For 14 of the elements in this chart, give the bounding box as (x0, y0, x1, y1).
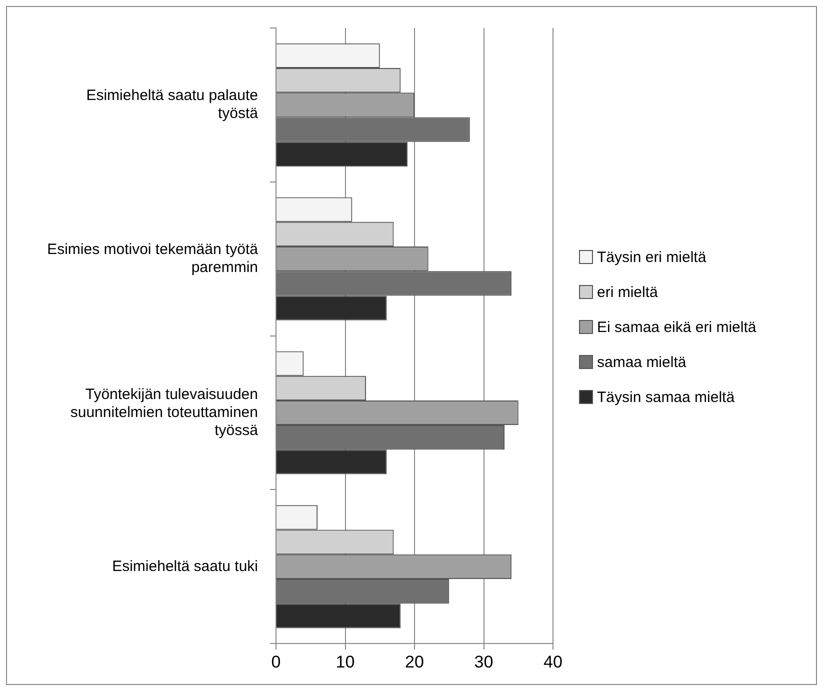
x-tick-label: 0 (271, 652, 281, 672)
legend-label: eri mieltä (597, 284, 658, 300)
x-tick-label: 40 (544, 652, 562, 672)
legend-label: Ei samaa eikä eri mieltä (597, 318, 756, 336)
x-tick-label: 10 (336, 652, 355, 672)
y-tick-label: Työntekijän tulevaisuuden suunnitelmien toteuttaminen työssä (70, 386, 259, 439)
legend-label: Täysin samaa mieltä (597, 388, 735, 406)
y-tick-label: Esimies motivoi tekemään työtä paremmin (47, 240, 259, 276)
x-tick-label: 30 (474, 652, 494, 672)
text: Täysin eri mieltä (597, 248, 706, 266)
y-tick-label: Esimieheltä saatu palaute työstä (86, 87, 259, 122)
y-tick-label: Esimieheltä saatu tuki (112, 558, 258, 575)
legend-label: samaa mieltä (597, 354, 686, 370)
x-tick-label: 20 (405, 652, 424, 672)
